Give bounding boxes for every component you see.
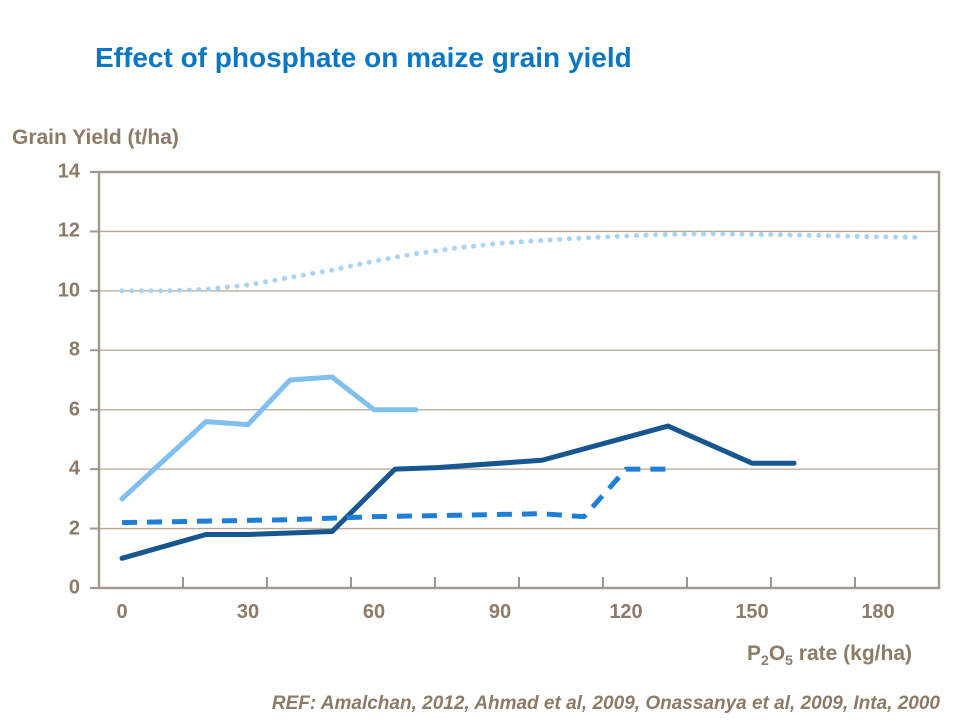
x-tick-label: 60 [362,601,386,623]
y-tick-label: 10 [57,279,80,302]
x-axis-title-part: P [747,642,762,665]
x-tick-label: 150 [735,601,769,623]
trial-dashed-medium-blue [121,466,668,526]
reference-citation: REF: Amalchan, 2012, Ahmad et al, 2009, … [271,693,940,714]
y-tick-label: 4 [68,457,80,480]
y-tick-label: 8 [68,338,80,361]
x-tick-label: 120 [609,601,643,623]
y-tick-label: 14 [57,160,80,183]
chart-title: Effect of phosphate on maize grain yield [95,42,632,73]
plot-frame [97,170,941,590]
x-axis-title-subscript: 2 [761,652,769,669]
x-axis-title: P2O5 rate (kg/ha) [747,642,912,668]
y-axis-title: Grain Yield (t/ha) [12,126,179,149]
x-tick-label: 180 [861,601,895,623]
y-tick-label: 0 [68,576,80,599]
x-tick-label: 30 [236,601,260,623]
x-tick-label: 90 [488,601,512,623]
y-tick-label: 12 [57,219,80,242]
trial-solid-light-blue [119,374,419,502]
x-axis-title-part: rate (kg/ha) [792,642,912,665]
y-tick-label: 2 [68,517,80,540]
potential-yield-dotted-light-blue [119,231,923,294]
x-axis-title-part: O [768,642,786,665]
trial-solid-dark-blue [119,423,797,561]
x-tick-label: 0 [116,601,128,623]
y-tick-label: 6 [68,398,80,421]
x-axis-title-subscript: 5 [785,652,793,669]
